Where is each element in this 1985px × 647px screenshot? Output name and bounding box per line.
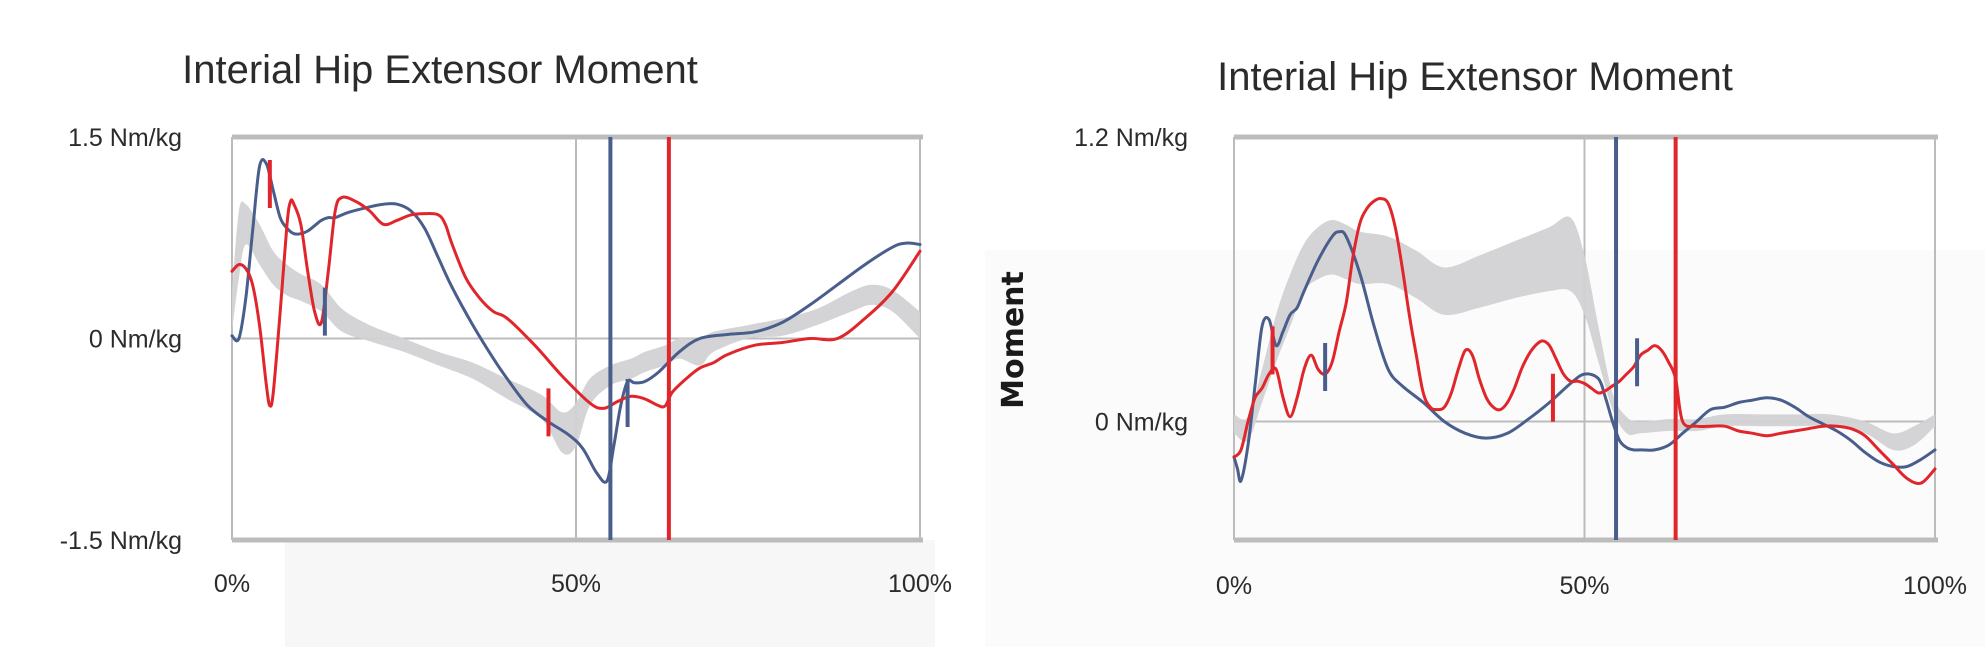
x-tick-label: 0% — [1216, 572, 1252, 600]
x-tick-label: 100% — [888, 570, 952, 598]
left-chart-x-tick-labels: 0% 50% 100% — [214, 570, 952, 598]
y-tick-label: 0 Nm/kg — [1095, 408, 1188, 436]
y-tick-label: 1.5 Nm/kg — [68, 124, 182, 152]
y-tick-label: 1.2 Nm/kg — [1074, 124, 1188, 152]
x-tick-label: 0% — [214, 570, 250, 598]
left-chart-variability-band — [232, 201, 920, 455]
right-chart-y-axis-title: Moment — [996, 271, 1031, 409]
right-chart: Interial Hip Extensor Moment Moment 1.2 … — [985, 55, 1985, 647]
blue-series-line — [1232, 229, 1937, 484]
left-chart-title: Interial Hip Extensor Moment — [182, 48, 698, 92]
y-tick-label: 0 Nm/kg — [89, 326, 182, 354]
right-chart-event-lines — [1614, 137, 1678, 540]
left-chart-footer-shade — [285, 540, 935, 647]
x-tick-label: 50% — [551, 570, 601, 598]
right-chart-x-tick-labels: 0% 50% 100% — [1216, 572, 1967, 600]
right-chart-title: Interial Hip Extensor Moment — [1217, 55, 1733, 99]
red-series-line — [230, 195, 922, 410]
y-tick-label: -1.5 Nm/kg — [60, 527, 182, 555]
left-chart: Interial Hip Extensor Moment 1.5 Nm/kg 0 … — [0, 0, 980, 647]
left-chart-event-ticks — [267, 160, 630, 437]
right-chart-event-ticks — [1270, 326, 1640, 422]
left-chart-event-lines — [608, 137, 671, 540]
red-series-line — [1232, 197, 1937, 485]
variability-band — [232, 201, 920, 455]
variability-band — [1234, 216, 1935, 451]
right-chart-y-tick-labels: 1.2 Nm/kg 0 Nm/kg — [1074, 124, 1188, 436]
x-tick-label: 100% — [1903, 572, 1967, 600]
left-chart-series — [230, 158, 922, 484]
right-chart-variability-band — [1234, 216, 1935, 451]
x-tick-label: 50% — [1559, 572, 1609, 600]
right-chart-shade — [985, 250, 1985, 647]
right-chart-series — [1232, 197, 1937, 485]
left-chart-y-tick-labels: 1.5 Nm/kg 0 Nm/kg -1.5 Nm/kg — [60, 124, 182, 555]
